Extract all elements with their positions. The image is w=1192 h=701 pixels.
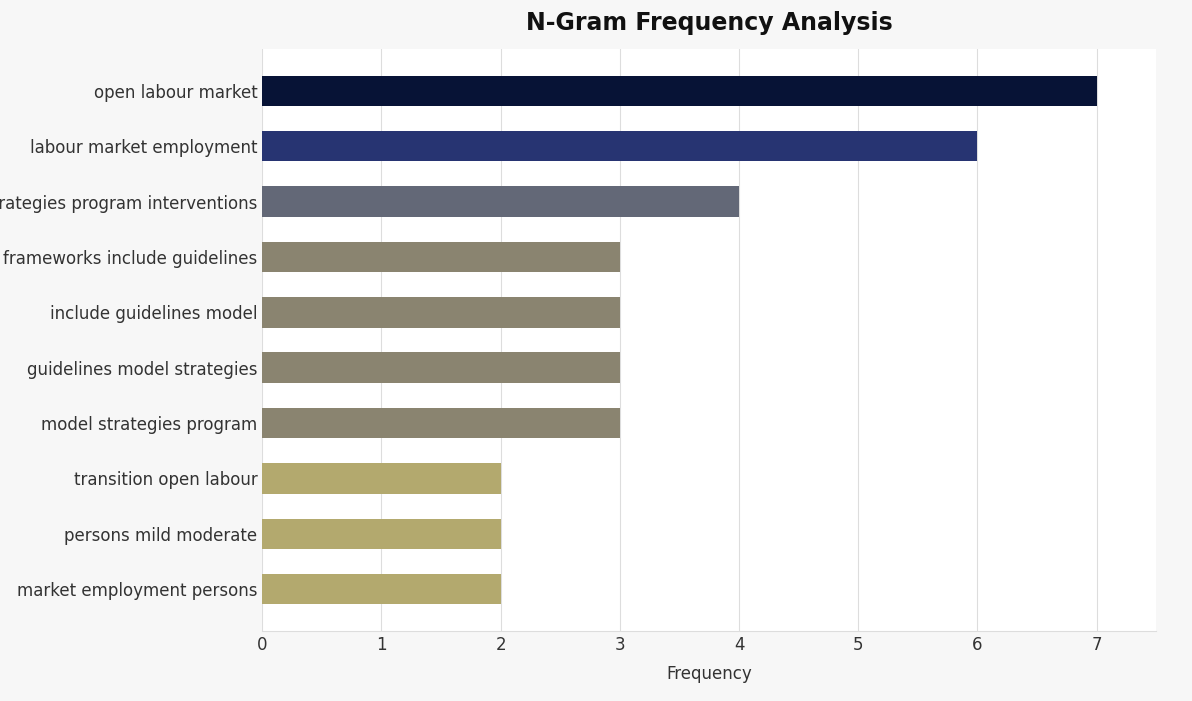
Bar <box>262 242 620 272</box>
X-axis label: Frequency: Frequency <box>666 665 752 683</box>
Bar <box>262 519 501 549</box>
Bar <box>262 353 620 383</box>
Bar <box>262 408 620 438</box>
Bar <box>262 297 620 327</box>
Bar <box>262 131 977 161</box>
Bar <box>262 574 501 604</box>
Bar <box>262 463 501 494</box>
Bar <box>262 76 1097 106</box>
Title: N-Gram Frequency Analysis: N-Gram Frequency Analysis <box>526 11 893 34</box>
Bar <box>262 186 739 217</box>
